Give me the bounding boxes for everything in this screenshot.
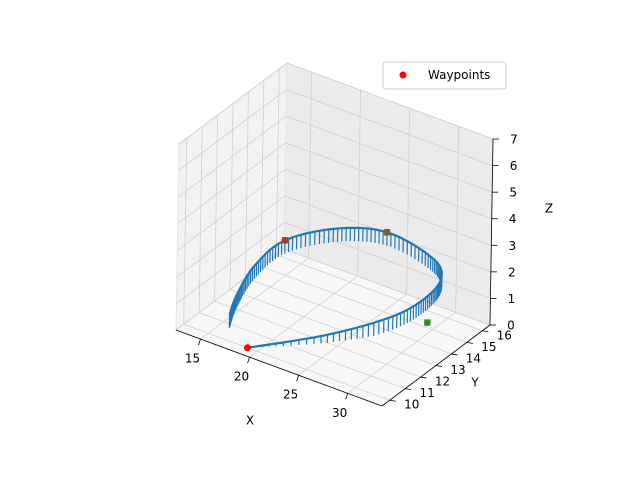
z-tick-label: 2 (508, 265, 516, 279)
y-tick-label: 13 (450, 363, 465, 377)
x-tick-mark (296, 375, 299, 382)
grid-line-z (177, 168, 286, 251)
y-tick-mark (389, 399, 396, 402)
legend-label-waypoints: Waypoints (428, 68, 490, 82)
grid-line-y (260, 80, 265, 267)
grid-line-z (286, 62, 494, 140)
grid-line-z (286, 89, 493, 166)
grid-line-z (283, 248, 491, 326)
waypoint-cross (423, 319, 431, 327)
x-axis-label: X (246, 414, 254, 428)
y-tick-label: 15 (481, 340, 496, 354)
z-tick-label: 1 (508, 292, 516, 306)
grid-line-y (245, 277, 452, 355)
z-axis-line (489, 138, 494, 326)
grid-line-z (176, 195, 286, 278)
axis-lines (175, 138, 499, 407)
z-axis-label: Z (545, 202, 553, 216)
x-tick-label: 20 (234, 370, 249, 384)
grid-line-z (178, 89, 287, 171)
grid-line-z (177, 142, 286, 225)
waypoint-markers (243, 228, 431, 352)
y-tick-label: 14 (466, 351, 481, 365)
y-tick-mark (405, 388, 412, 391)
grid-line-z (175, 248, 285, 331)
grid-line-y (229, 289, 437, 366)
grid-line-x (455, 126, 460, 313)
legend: Waypoints (382, 61, 507, 90)
x-tick-label: 15 (185, 352, 200, 366)
grid-line-y (214, 300, 421, 378)
x-tick-mark (345, 393, 349, 400)
grid-line-y (198, 126, 203, 313)
grid-lines (175, 62, 494, 401)
grid-line-z (178, 62, 288, 145)
grid-line-x (357, 90, 361, 277)
waypoint-cross (281, 236, 289, 244)
grid-line-y (199, 312, 406, 390)
grid-line-y (214, 115, 218, 302)
z-tick-label: 6 (510, 159, 518, 173)
waypoint-cross (383, 228, 391, 236)
grid-line-z (286, 115, 493, 193)
grid-line-y (229, 103, 234, 290)
grid-line-z (285, 142, 492, 220)
x-tick-mark (247, 357, 250, 364)
y-tick-label: 12 (435, 375, 450, 389)
trajectory-line (228, 226, 443, 349)
y-tick-mark (420, 376, 427, 379)
waypoint-marker (243, 344, 251, 352)
y-tick-label: 11 (420, 386, 435, 400)
z-tick-label: 0 (507, 319, 515, 333)
grid-line-y (245, 91, 249, 278)
y-tick-mark (466, 341, 473, 344)
data-series (228, 226, 443, 349)
y-tick-mark (451, 353, 458, 356)
z-tick-label: 3 (508, 239, 516, 253)
grid-line-y (275, 68, 280, 255)
grid-line-z (177, 115, 287, 198)
x-tick-mark (198, 338, 201, 346)
grid-line-x (406, 108, 411, 295)
grid-line-y (183, 138, 188, 325)
y-tick-mark (435, 365, 443, 367)
z-tick-label: 5 (509, 186, 517, 200)
y-tick-mark (482, 330, 489, 333)
legend-marker-waypoints (399, 71, 407, 79)
grid-line-x (308, 72, 312, 259)
x-tick-label: 25 (283, 388, 298, 402)
grid-line-y (260, 265, 467, 343)
grid-line-y (183, 323, 390, 401)
y-tick-label: 16 (497, 328, 512, 342)
axis-panes (174, 61, 494, 407)
z-tick-label: 7 (510, 133, 518, 147)
grid-line-z (285, 168, 492, 246)
x-tick-label: 30 (332, 406, 347, 420)
grid-line-y (276, 254, 483, 332)
grid-line-z (284, 222, 491, 299)
legend-box (382, 61, 507, 90)
grid-line-z (176, 222, 285, 304)
y-axis-label: Y (470, 376, 479, 390)
z-tick-label: 4 (509, 212, 517, 226)
y-tick-label: 10 (404, 398, 419, 412)
